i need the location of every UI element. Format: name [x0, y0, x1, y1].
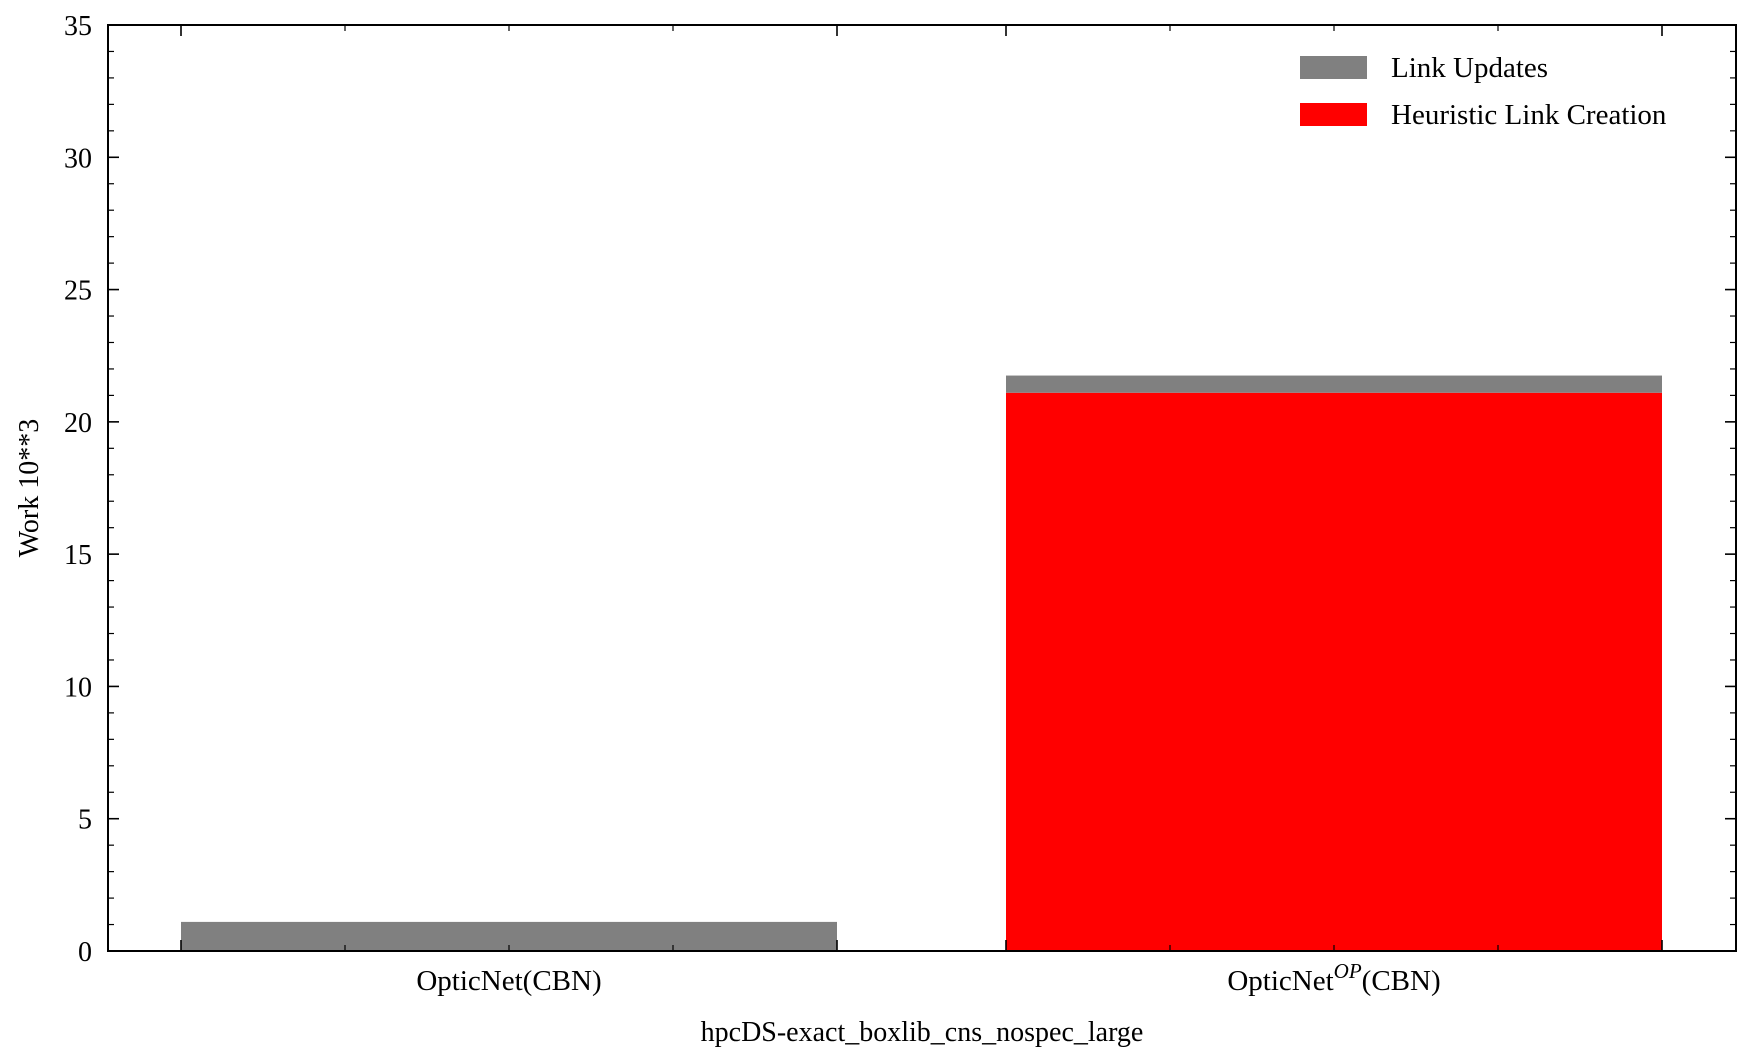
y-tick-label: 15 — [64, 540, 92, 571]
y-tick-label: 25 — [64, 276, 92, 307]
y-tick-label: 35 — [64, 11, 92, 42]
bars-layer — [181, 375, 1662, 951]
x-category-label-0: OpticNet(CBN) — [416, 965, 601, 997]
legend-swatch-link-updates — [1300, 56, 1367, 79]
y-tick-labels: 0 5 10 15 20 25 30 35 — [64, 11, 92, 968]
x-category-labels: OpticNet(CBN) OpticNetOP(CBN) — [416, 959, 1440, 997]
bar-link-updates-1 — [1006, 375, 1662, 393]
legend-label-link-updates: Link Updates — [1391, 52, 1548, 84]
y-axis-label: Work 10**3 — [14, 419, 45, 558]
y-tick-label: 10 — [64, 672, 92, 703]
bar-heuristic-link-creation-1 — [1006, 392, 1662, 951]
y-tick-label: 5 — [78, 805, 92, 836]
legend-label-heuristic-link-creation: Heuristic Link Creation — [1391, 99, 1667, 131]
y-tick-label: 30 — [64, 143, 92, 174]
legend: Link Updates Heuristic Link Creation — [1300, 52, 1667, 131]
plot-frame — [107, 24, 1737, 952]
x-category-label-1: OpticNetOP(CBN) — [1227, 959, 1440, 997]
y-tick-label: 0 — [78, 937, 92, 968]
legend-swatch-heuristic-link-creation — [1300, 103, 1367, 126]
x-axis-label: hpcDS-exact_boxlib_cns_nospec_large — [701, 1017, 1144, 1048]
y-tick-label: 20 — [64, 408, 92, 439]
